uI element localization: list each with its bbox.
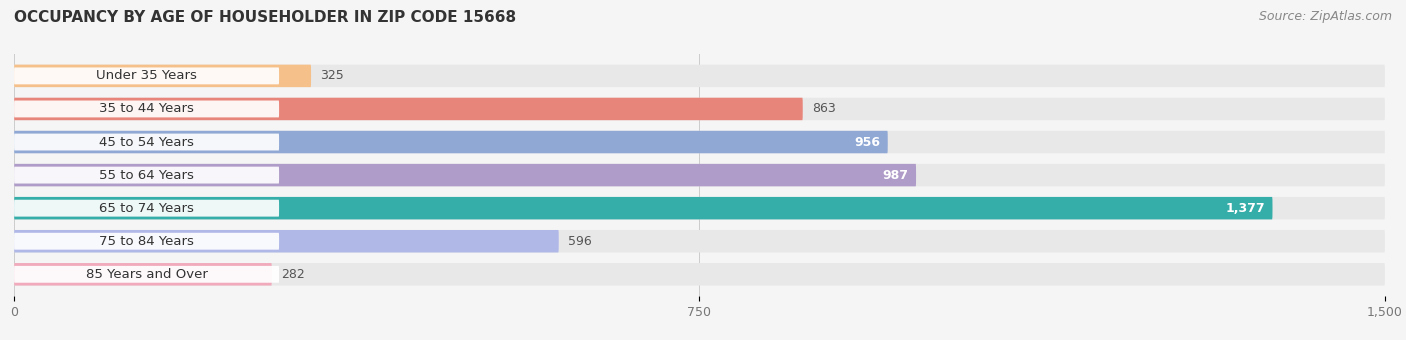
Text: 1,377: 1,377	[1226, 202, 1265, 215]
FancyBboxPatch shape	[14, 134, 278, 151]
FancyBboxPatch shape	[14, 98, 1385, 120]
FancyBboxPatch shape	[14, 65, 1385, 87]
Text: 45 to 54 Years: 45 to 54 Years	[100, 136, 194, 149]
FancyBboxPatch shape	[14, 233, 278, 250]
Text: 35 to 44 Years: 35 to 44 Years	[100, 102, 194, 116]
FancyBboxPatch shape	[14, 167, 278, 184]
Text: 75 to 84 Years: 75 to 84 Years	[100, 235, 194, 248]
FancyBboxPatch shape	[14, 263, 271, 286]
FancyBboxPatch shape	[14, 131, 887, 153]
FancyBboxPatch shape	[14, 266, 278, 283]
FancyBboxPatch shape	[14, 263, 1385, 286]
Text: 55 to 64 Years: 55 to 64 Years	[100, 169, 194, 182]
Text: 987: 987	[883, 169, 908, 182]
FancyBboxPatch shape	[14, 65, 311, 87]
Text: 85 Years and Over: 85 Years and Over	[86, 268, 208, 281]
Text: 956: 956	[855, 136, 880, 149]
FancyBboxPatch shape	[14, 230, 1385, 253]
Text: 863: 863	[811, 102, 835, 116]
FancyBboxPatch shape	[14, 164, 917, 186]
FancyBboxPatch shape	[14, 230, 558, 253]
FancyBboxPatch shape	[14, 197, 1272, 219]
FancyBboxPatch shape	[14, 197, 1385, 219]
FancyBboxPatch shape	[14, 131, 1385, 153]
FancyBboxPatch shape	[14, 67, 278, 84]
Text: 325: 325	[321, 69, 344, 82]
FancyBboxPatch shape	[14, 200, 278, 217]
FancyBboxPatch shape	[14, 101, 278, 117]
FancyBboxPatch shape	[14, 164, 1385, 186]
Text: 596: 596	[568, 235, 592, 248]
Text: 282: 282	[281, 268, 305, 281]
Text: Under 35 Years: Under 35 Years	[96, 69, 197, 82]
FancyBboxPatch shape	[14, 98, 803, 120]
Text: OCCUPANCY BY AGE OF HOUSEHOLDER IN ZIP CODE 15668: OCCUPANCY BY AGE OF HOUSEHOLDER IN ZIP C…	[14, 10, 516, 25]
Text: 65 to 74 Years: 65 to 74 Years	[100, 202, 194, 215]
Text: Source: ZipAtlas.com: Source: ZipAtlas.com	[1258, 10, 1392, 23]
